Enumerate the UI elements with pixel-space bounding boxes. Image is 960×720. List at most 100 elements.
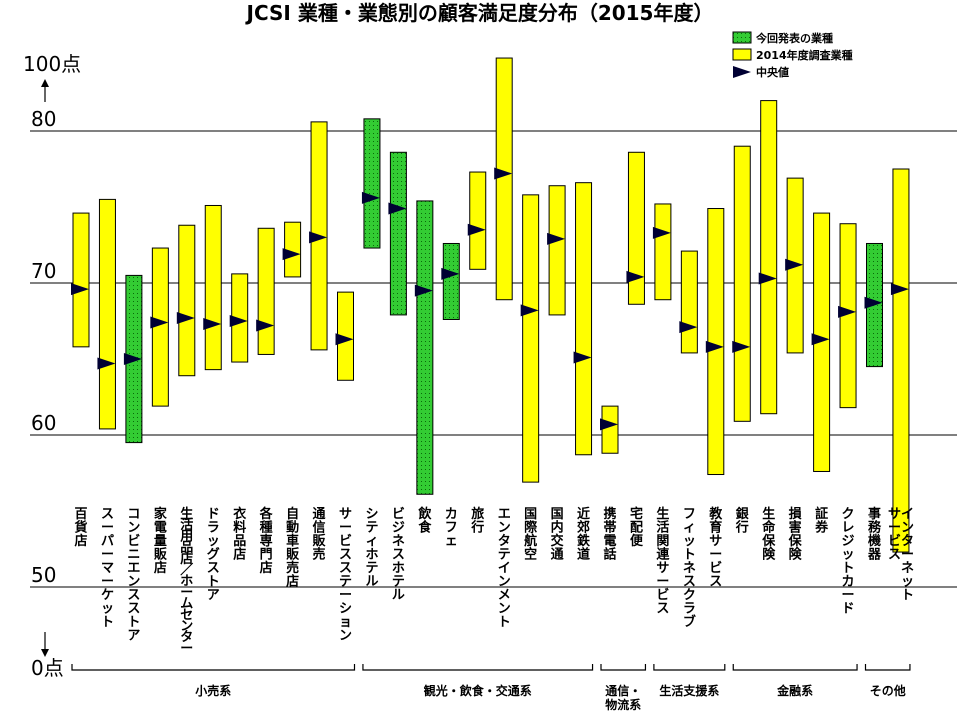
median-marker — [520, 304, 539, 317]
range-bar — [733, 145, 751, 422]
y-tick-label: 70 — [31, 259, 56, 283]
median-marker — [547, 232, 566, 245]
legend-swatch — [732, 31, 752, 44]
y-tick-label: 60 — [31, 411, 56, 435]
median-marker — [203, 318, 222, 331]
y-top-label: 100点 — [23, 52, 81, 76]
category-label: スーパーマーケット — [101, 507, 114, 630]
group-bracket — [600, 664, 647, 671]
range-bar — [601, 405, 619, 454]
y-tick-label: 80 — [31, 107, 56, 131]
range-bar — [469, 171, 487, 270]
category-label: サービス — [888, 507, 901, 563]
median-marker — [758, 272, 777, 285]
median-marker — [864, 296, 883, 309]
category-label: 衣料品店 — [233, 506, 246, 563]
group-label: 小売系 — [195, 683, 231, 698]
median-marker — [414, 284, 433, 297]
range-bar — [627, 151, 645, 305]
category-label: コンビニエンスストア — [127, 507, 140, 644]
median-marker — [626, 270, 645, 283]
range-bar — [151, 247, 169, 407]
median-marker — [176, 311, 195, 324]
range-bar — [575, 182, 593, 456]
category-label: フィットネスクラブ — [683, 507, 696, 630]
group-bracket — [362, 664, 594, 671]
range-bar — [522, 194, 540, 483]
group-label: 観光・飲食・交通系 — [424, 683, 532, 698]
category-label: 通信販売 — [313, 506, 327, 563]
median-marker — [494, 167, 513, 180]
legend-median-icon — [733, 66, 751, 78]
group-label: 生活支援系 — [659, 683, 719, 698]
median-marker — [679, 321, 698, 334]
category-label: カフェ — [445, 507, 458, 549]
group-label: 物流系 — [605, 697, 641, 712]
category-label: サービスステーション — [339, 507, 352, 644]
median-marker — [732, 340, 751, 353]
median-marker — [309, 231, 328, 244]
range-bar — [204, 204, 222, 371]
median-marker — [256, 319, 275, 332]
range-bar — [257, 227, 275, 355]
up-arrow — [41, 79, 49, 102]
y-bottom-label: 0点 — [31, 656, 64, 680]
range-bar — [72, 212, 90, 348]
category-label: クレジットカード — [842, 507, 855, 617]
median-marker — [467, 223, 486, 236]
median-marker — [229, 315, 248, 327]
median-marker — [600, 418, 618, 431]
median-marker — [388, 202, 407, 215]
category-label: 事務機器 — [867, 506, 882, 563]
group-bracket — [732, 664, 858, 671]
category-label: ビジネスホテル — [392, 506, 405, 603]
median-marker — [71, 283, 89, 296]
category-label: 携帯電話 — [603, 506, 616, 563]
group-bracket — [864, 664, 911, 671]
category-label: 生活用品店／ホームセンター — [179, 506, 193, 656]
category-label: 宅配便 — [630, 506, 644, 549]
group-label: 金融系 — [776, 683, 813, 698]
median-marker — [705, 340, 724, 353]
range-bar — [442, 242, 460, 320]
range-bar — [389, 151, 407, 316]
median-marker — [811, 333, 830, 346]
range-bar — [892, 168, 910, 553]
category-label: エンタテインメント — [498, 507, 511, 630]
down-arrow — [41, 632, 49, 657]
y-tick-label: 50 — [31, 563, 56, 587]
range-bar — [680, 250, 698, 354]
category-label: 国際航空 — [524, 507, 538, 563]
category-label: 各種専門店 — [259, 506, 274, 576]
median-marker — [838, 305, 857, 318]
category-label: 飲食 — [417, 506, 432, 536]
category-label: 損害保険 — [788, 506, 803, 563]
median-marker — [785, 258, 804, 271]
median-marker — [890, 283, 909, 296]
group-bracket — [653, 664, 726, 671]
range-bar — [495, 57, 513, 301]
median-marker — [361, 191, 380, 204]
legend-swatch — [732, 48, 752, 61]
legend-label: 中央値 — [756, 65, 789, 79]
range-bar — [548, 185, 566, 316]
median-marker — [441, 267, 460, 280]
group-label: その他 — [870, 683, 906, 698]
range-bar — [416, 200, 434, 495]
median-marker — [335, 333, 354, 346]
median-marker — [282, 248, 301, 261]
category-label: 生命保険 — [761, 506, 776, 563]
category-label: シティホテル — [365, 507, 378, 590]
category-label: 銀行 — [735, 506, 749, 536]
range-bar — [363, 118, 381, 249]
category-label: ドラッグストア — [207, 507, 220, 603]
category-label: インターネット — [901, 507, 914, 603]
group-label: 通信・ — [605, 683, 641, 698]
category-label: 生活関連サービス — [656, 506, 670, 617]
category-label: 旅行 — [470, 506, 484, 536]
category-label: 百貨店 — [74, 507, 87, 549]
category-label: 家電量販店 — [154, 506, 168, 576]
category-label: 近郊鉄道 — [577, 506, 590, 563]
